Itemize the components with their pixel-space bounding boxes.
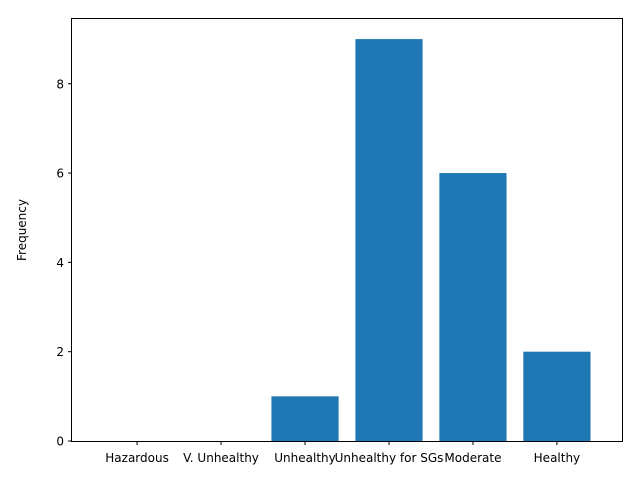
x-tick-label: Moderate: [444, 451, 501, 465]
bar: [439, 173, 507, 442]
y-tick-label: 8: [56, 77, 64, 91]
bars-group: [271, 39, 591, 442]
y-tick-label: 0: [56, 435, 64, 449]
x-tick-label: Unhealthy: [274, 451, 335, 465]
x-axis-ticks: Hazardous V. Unhealthy UnhealthyUnhealthy …: [105, 441, 580, 465]
y-axis-label: Frequency: [15, 199, 29, 261]
x-tick-label: Unhealthy for SGs: [335, 451, 444, 465]
plot-frame: [71, 18, 623, 442]
x-tick-label: V. Unhealthy: [183, 451, 259, 465]
bar: [355, 39, 423, 441]
y-tick-label: 6: [56, 167, 64, 181]
x-tick-label: Hazardous: [105, 451, 169, 465]
x-tick-label: Healthy: [534, 451, 581, 465]
y-tick-label: 4: [56, 256, 64, 270]
y-tick-label: 2: [56, 345, 64, 359]
bar: [271, 396, 339, 441]
bar: [523, 351, 591, 441]
y-axis-ticks: 0 2 4 6 8: [56, 77, 72, 449]
